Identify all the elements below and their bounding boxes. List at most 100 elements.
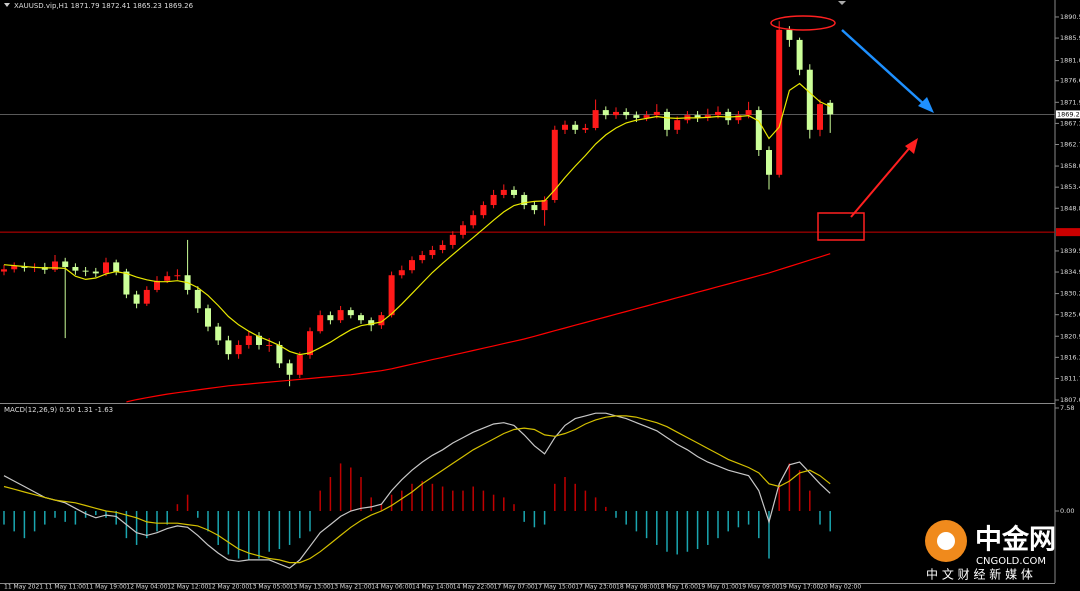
candle-body — [592, 110, 599, 128]
x-tick-label: 20 May 02:00 — [820, 584, 861, 591]
histogram-bar — [798, 470, 801, 511]
candle-body — [541, 200, 548, 211]
candle-body — [286, 363, 293, 375]
histogram-bar — [554, 483, 556, 511]
histogram-bar — [237, 510, 240, 559]
candle-body — [358, 315, 364, 321]
candle-body — [653, 111, 660, 116]
candle-body — [500, 189, 507, 195]
histogram-bar — [819, 510, 821, 525]
histogram-bar — [84, 510, 87, 518]
candle-body — [449, 234, 456, 245]
candle-body — [103, 262, 109, 274]
candle-body — [1, 269, 7, 272]
candle-body — [582, 127, 589, 130]
x-tick-label: 14 May 14:00 — [412, 584, 453, 591]
histogram-bar — [523, 510, 525, 522]
histogram-bar — [686, 510, 689, 552]
histogram-bar — [360, 477, 362, 511]
histogram-bar — [248, 510, 250, 560]
candle-body — [776, 29, 783, 175]
histogram-bar — [707, 510, 709, 545]
histogram-bar — [176, 504, 179, 511]
histogram-bar — [13, 510, 15, 532]
histogram-bar — [717, 510, 719, 539]
candle-body — [296, 355, 303, 375]
histogram-bar — [431, 483, 434, 511]
histogram-bar — [146, 510, 148, 539]
candle-body — [817, 104, 823, 130]
histogram-bar — [3, 510, 5, 525]
y-tick-label: 1811.70 — [1060, 374, 1080, 382]
histogram-bar — [758, 510, 760, 539]
histogram-bar — [258, 510, 260, 559]
histogram-bar — [829, 510, 831, 532]
histogram-bar — [625, 510, 627, 525]
down-arrow — [841, 29, 927, 107]
support-box — [817, 212, 865, 241]
histogram-bar — [768, 510, 770, 559]
y-tick-label: 1820.90 — [1060, 332, 1080, 340]
histogram-bar — [105, 510, 107, 518]
y-tick-label: 1839.50 — [1060, 247, 1080, 255]
y-tick-label: 1853.40 — [1060, 183, 1080, 191]
candle-body — [11, 266, 18, 270]
candle-body — [378, 315, 385, 326]
histogram-bar — [339, 463, 342, 511]
x-tick-label: 19 May 17:00 — [779, 584, 820, 591]
candle-body — [551, 129, 558, 201]
up-arrow-head — [905, 138, 918, 154]
watermark-name: 中金网 — [975, 524, 1056, 556]
histogram-bar — [217, 510, 219, 545]
histogram-bar — [227, 510, 230, 555]
candle-body — [786, 29, 793, 40]
y-tick-label: 1867.30 — [1060, 119, 1080, 127]
histogram-bar — [809, 490, 811, 511]
x-tick-label: 11 May 11:00 — [45, 584, 86, 591]
histogram-bar — [329, 477, 332, 511]
candle-body — [531, 205, 538, 211]
histogram-bar — [441, 486, 444, 511]
candle-body — [337, 310, 344, 321]
candle-body — [470, 215, 477, 226]
histogram-bar — [533, 510, 536, 528]
candle-body — [439, 244, 446, 251]
candle-body — [745, 110, 752, 116]
candle-body — [92, 271, 99, 274]
histogram-bar — [645, 510, 648, 539]
indicator-line — [3, 412, 831, 569]
indicator-line — [126, 253, 831, 403]
candle-body — [735, 115, 742, 121]
histogram-bar — [44, 510, 46, 525]
candle-body — [72, 266, 79, 271]
marks: 1890.50 1885.90 1881.00 1876.60 1871.90 1867.… — [0, 13, 1080, 591]
x-tick-label: 12 May 12:00 — [167, 584, 208, 591]
histogram-bar — [635, 510, 638, 532]
up-arrow — [850, 144, 913, 218]
histogram-bar — [584, 490, 587, 511]
x-tick-label: 12 May 04:00 — [126, 584, 167, 591]
y-tick-label: 1858.00 — [1060, 162, 1080, 170]
histogram-bar — [207, 510, 209, 532]
histogram-bar — [268, 510, 270, 552]
candle-body — [806, 69, 813, 130]
y-tick-label: 1876.60 — [1060, 77, 1080, 85]
x-tick-label: 13 May 05:00 — [249, 584, 290, 591]
x-tick-label: 14 May 06:00 — [371, 584, 412, 591]
logo-inner — [937, 532, 955, 550]
histogram-bar — [74, 510, 77, 525]
candle-body — [215, 326, 222, 341]
watermark-site: CNGOLD.COM — [976, 556, 1046, 567]
histogram-bar — [135, 510, 138, 545]
candle-body — [460, 225, 466, 235]
candle-body — [245, 335, 252, 345]
watermark-slogan: 中 文 财 经 新 媒 体 — [926, 567, 1033, 582]
histogram-bar — [370, 497, 372, 511]
histogram-bar — [666, 510, 668, 552]
y-tick-label: 1890.50 — [1060, 13, 1080, 21]
candle-body — [704, 115, 711, 118]
candle-body — [164, 276, 171, 281]
y-tick-label: 1862.70 — [1060, 141, 1080, 149]
y-tick-label: 1885.90 — [1060, 34, 1080, 42]
